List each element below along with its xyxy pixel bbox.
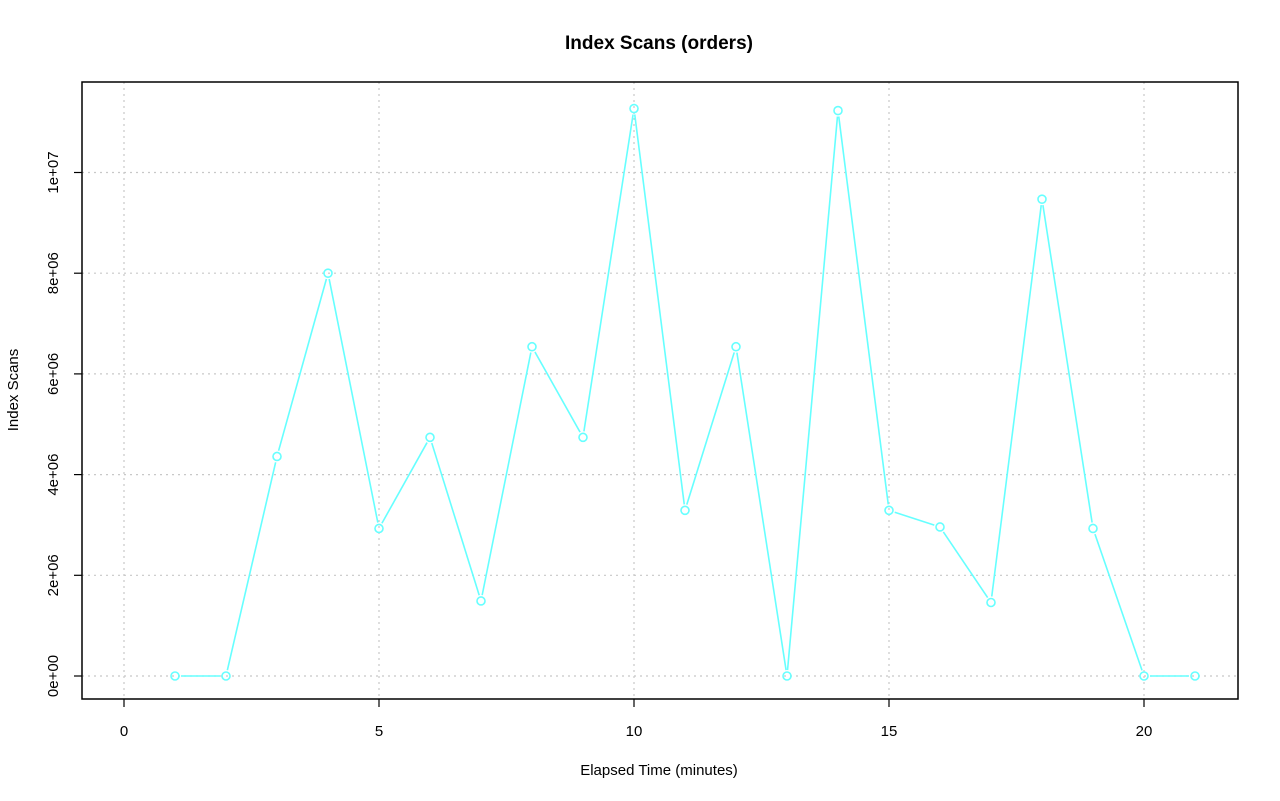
x-tick-label: 15 (881, 723, 898, 740)
series-line-segment (534, 351, 581, 433)
data-point (884, 505, 894, 516)
series-line-segment (277, 278, 328, 451)
y-tick-label: 2e+06 (45, 554, 62, 596)
series-line-segment (1042, 204, 1093, 523)
data-point (170, 671, 180, 681)
y-axis-label: Index Scans (5, 349, 22, 432)
series-index-scans (170, 103, 1200, 681)
series-line-segment (328, 278, 379, 523)
series-line-segment (481, 352, 532, 596)
series-line-segment (1094, 533, 1143, 671)
data-point (731, 341, 741, 352)
x-tick-label: 5 (375, 723, 383, 740)
series-line-segment (894, 511, 935, 526)
series-line-segment (942, 531, 989, 598)
data-point (578, 432, 588, 443)
y-tick-label: 1e+07 (45, 151, 62, 193)
data-point (425, 432, 435, 443)
x-axis-label: Elapsed Time (minutes) (580, 762, 738, 779)
data-point (833, 105, 843, 116)
y-tick-label: 4e+06 (45, 454, 62, 496)
y-tick-label: 0e+00 (45, 655, 62, 697)
data-point (476, 596, 486, 606)
data-point (374, 523, 384, 534)
data-point (221, 671, 231, 681)
data-point (527, 341, 537, 352)
y-tick-label: 6e+06 (45, 353, 62, 395)
series-line-segment (686, 352, 735, 505)
data-point (1139, 671, 1149, 681)
data-point (629, 103, 639, 114)
data-point (986, 597, 996, 608)
chart-title: Index Scans (orders) (565, 33, 753, 54)
x-axis: 0 5 10 15 20 (120, 699, 1153, 740)
x-tick-label: 10 (626, 723, 643, 740)
plot-frame (81, 81, 1239, 700)
series-line-segment (583, 114, 634, 432)
series-line-segment (431, 442, 480, 596)
series-line-segment (990, 205, 1043, 597)
series-line-segment (837, 116, 890, 505)
data-point (1037, 194, 1047, 204)
data-point (323, 268, 333, 279)
x-tick-label: 20 (1136, 723, 1153, 740)
data-point (935, 522, 945, 532)
series-line-segment (633, 114, 686, 505)
data-point (782, 671, 792, 681)
x-tick-label: 0 (120, 723, 128, 740)
data-point (680, 505, 690, 516)
data-point (1190, 671, 1200, 681)
series-line-segment (226, 462, 277, 671)
y-axis: 0e+00 2e+06 4e+06 6e+06 8e+06 1e+07 (45, 151, 82, 697)
series-line-segment (736, 352, 787, 671)
series-line-segment (786, 116, 839, 671)
data-point (1088, 523, 1098, 534)
data-point (272, 451, 282, 462)
series-line-segment (381, 442, 428, 524)
y-tick-label: 8e+06 (45, 252, 62, 294)
grid-lines (82, 82, 1238, 699)
